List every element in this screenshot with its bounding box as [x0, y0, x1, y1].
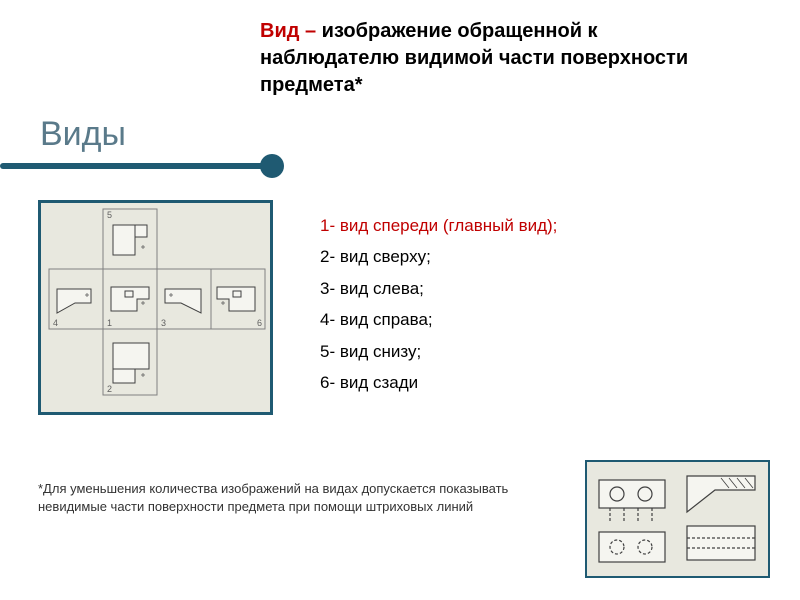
- definition-term: Вид –: [260, 20, 322, 42]
- page-title: Виды: [40, 115, 126, 154]
- svg-text:2: 2: [107, 384, 112, 394]
- figure-small: [585, 460, 770, 578]
- figure-small-svg: [587, 462, 768, 576]
- svg-text:4: 4: [53, 318, 58, 328]
- list-item-text: 2- вид сверху;: [320, 247, 431, 266]
- svg-text:3: 3: [161, 318, 166, 328]
- title-bar-dot: [260, 154, 284, 178]
- figure-main-svg: 5 4 1 3 6 2: [41, 203, 270, 412]
- definition-rest: изображение обращенной к наблюдателю вид…: [260, 20, 688, 96]
- list-item-text: 4- вид справа;: [320, 310, 433, 329]
- list-item: 2- вид сверху;: [320, 241, 740, 272]
- list-item-text: 6- вид сзади: [320, 373, 418, 392]
- footnote: *Для уменьшения количества изображений н…: [38, 480, 518, 515]
- svg-text:6: 6: [257, 318, 262, 328]
- list-item: 4- вид справа;: [320, 304, 740, 335]
- list-item-text: 3- вид слева;: [320, 279, 424, 298]
- definition-block: Вид – изображение обращенной к наблюдате…: [260, 18, 740, 99]
- list-item: 6- вид сзади: [320, 367, 740, 398]
- views-list: 1- вид спереди (главный вид); 2- вид све…: [320, 210, 740, 399]
- svg-text:1: 1: [107, 318, 112, 328]
- title-bar-line: [0, 163, 270, 169]
- list-item: 5- вид снизу;: [320, 336, 740, 367]
- list-item-text: 5- вид снизу;: [320, 342, 421, 361]
- list-item: 1- вид спереди (главный вид);: [320, 210, 740, 241]
- list-item: 3- вид слева;: [320, 273, 740, 304]
- list-item-text: 1- вид спереди (главный вид);: [320, 216, 557, 235]
- svg-text:5: 5: [107, 210, 112, 220]
- figure-main: 5 4 1 3 6 2: [38, 200, 273, 415]
